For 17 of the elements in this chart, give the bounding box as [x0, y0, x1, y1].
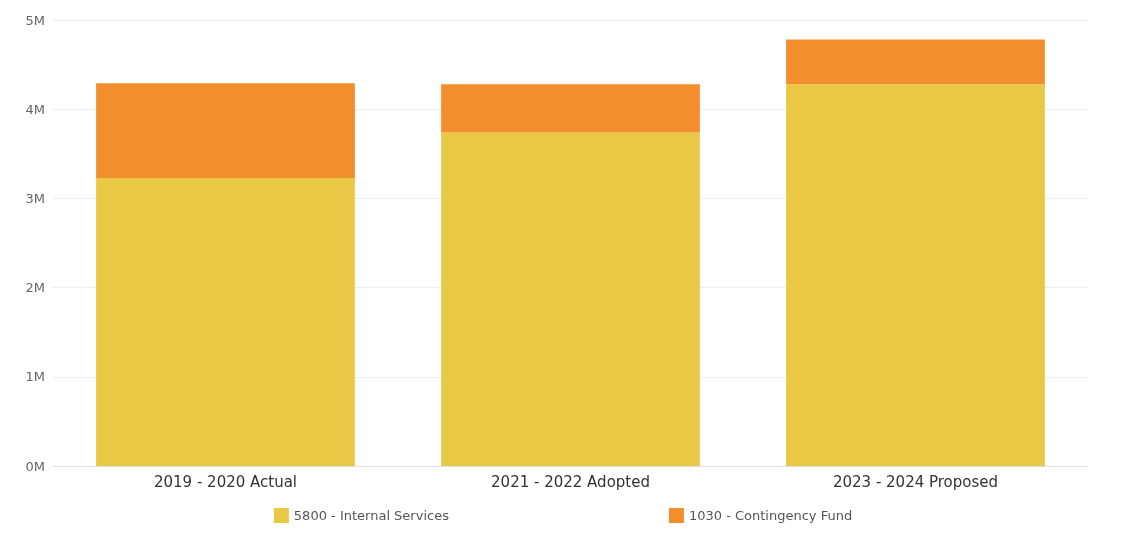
y-tick-label: 2M: [25, 280, 45, 296]
bar: [441, 132, 700, 466]
legend-label: 1030 - Contingency Fund: [688, 508, 853, 523]
bar: [786, 39, 1045, 85]
y-tick-label: 1M: [25, 369, 45, 385]
bar: [786, 84, 1045, 466]
x-tick-label: 2019 - 2020 Actual: [153, 472, 298, 491]
bar: [96, 83, 355, 178]
y-tick-label: 0M: [25, 458, 45, 474]
y-tick-label: 3M: [25, 190, 45, 206]
x-tick-label: 2023 - 2024 Proposed: [832, 472, 999, 491]
y-tick-label: 4M: [25, 101, 45, 117]
y-tick-label: 5M: [25, 12, 45, 28]
legend-label: 5800 - Internal Services: [293, 508, 450, 523]
x-tick-label: 2021 - 2022 Adopted: [491, 472, 650, 491]
bar: [96, 177, 355, 466]
bar: [441, 84, 700, 133]
